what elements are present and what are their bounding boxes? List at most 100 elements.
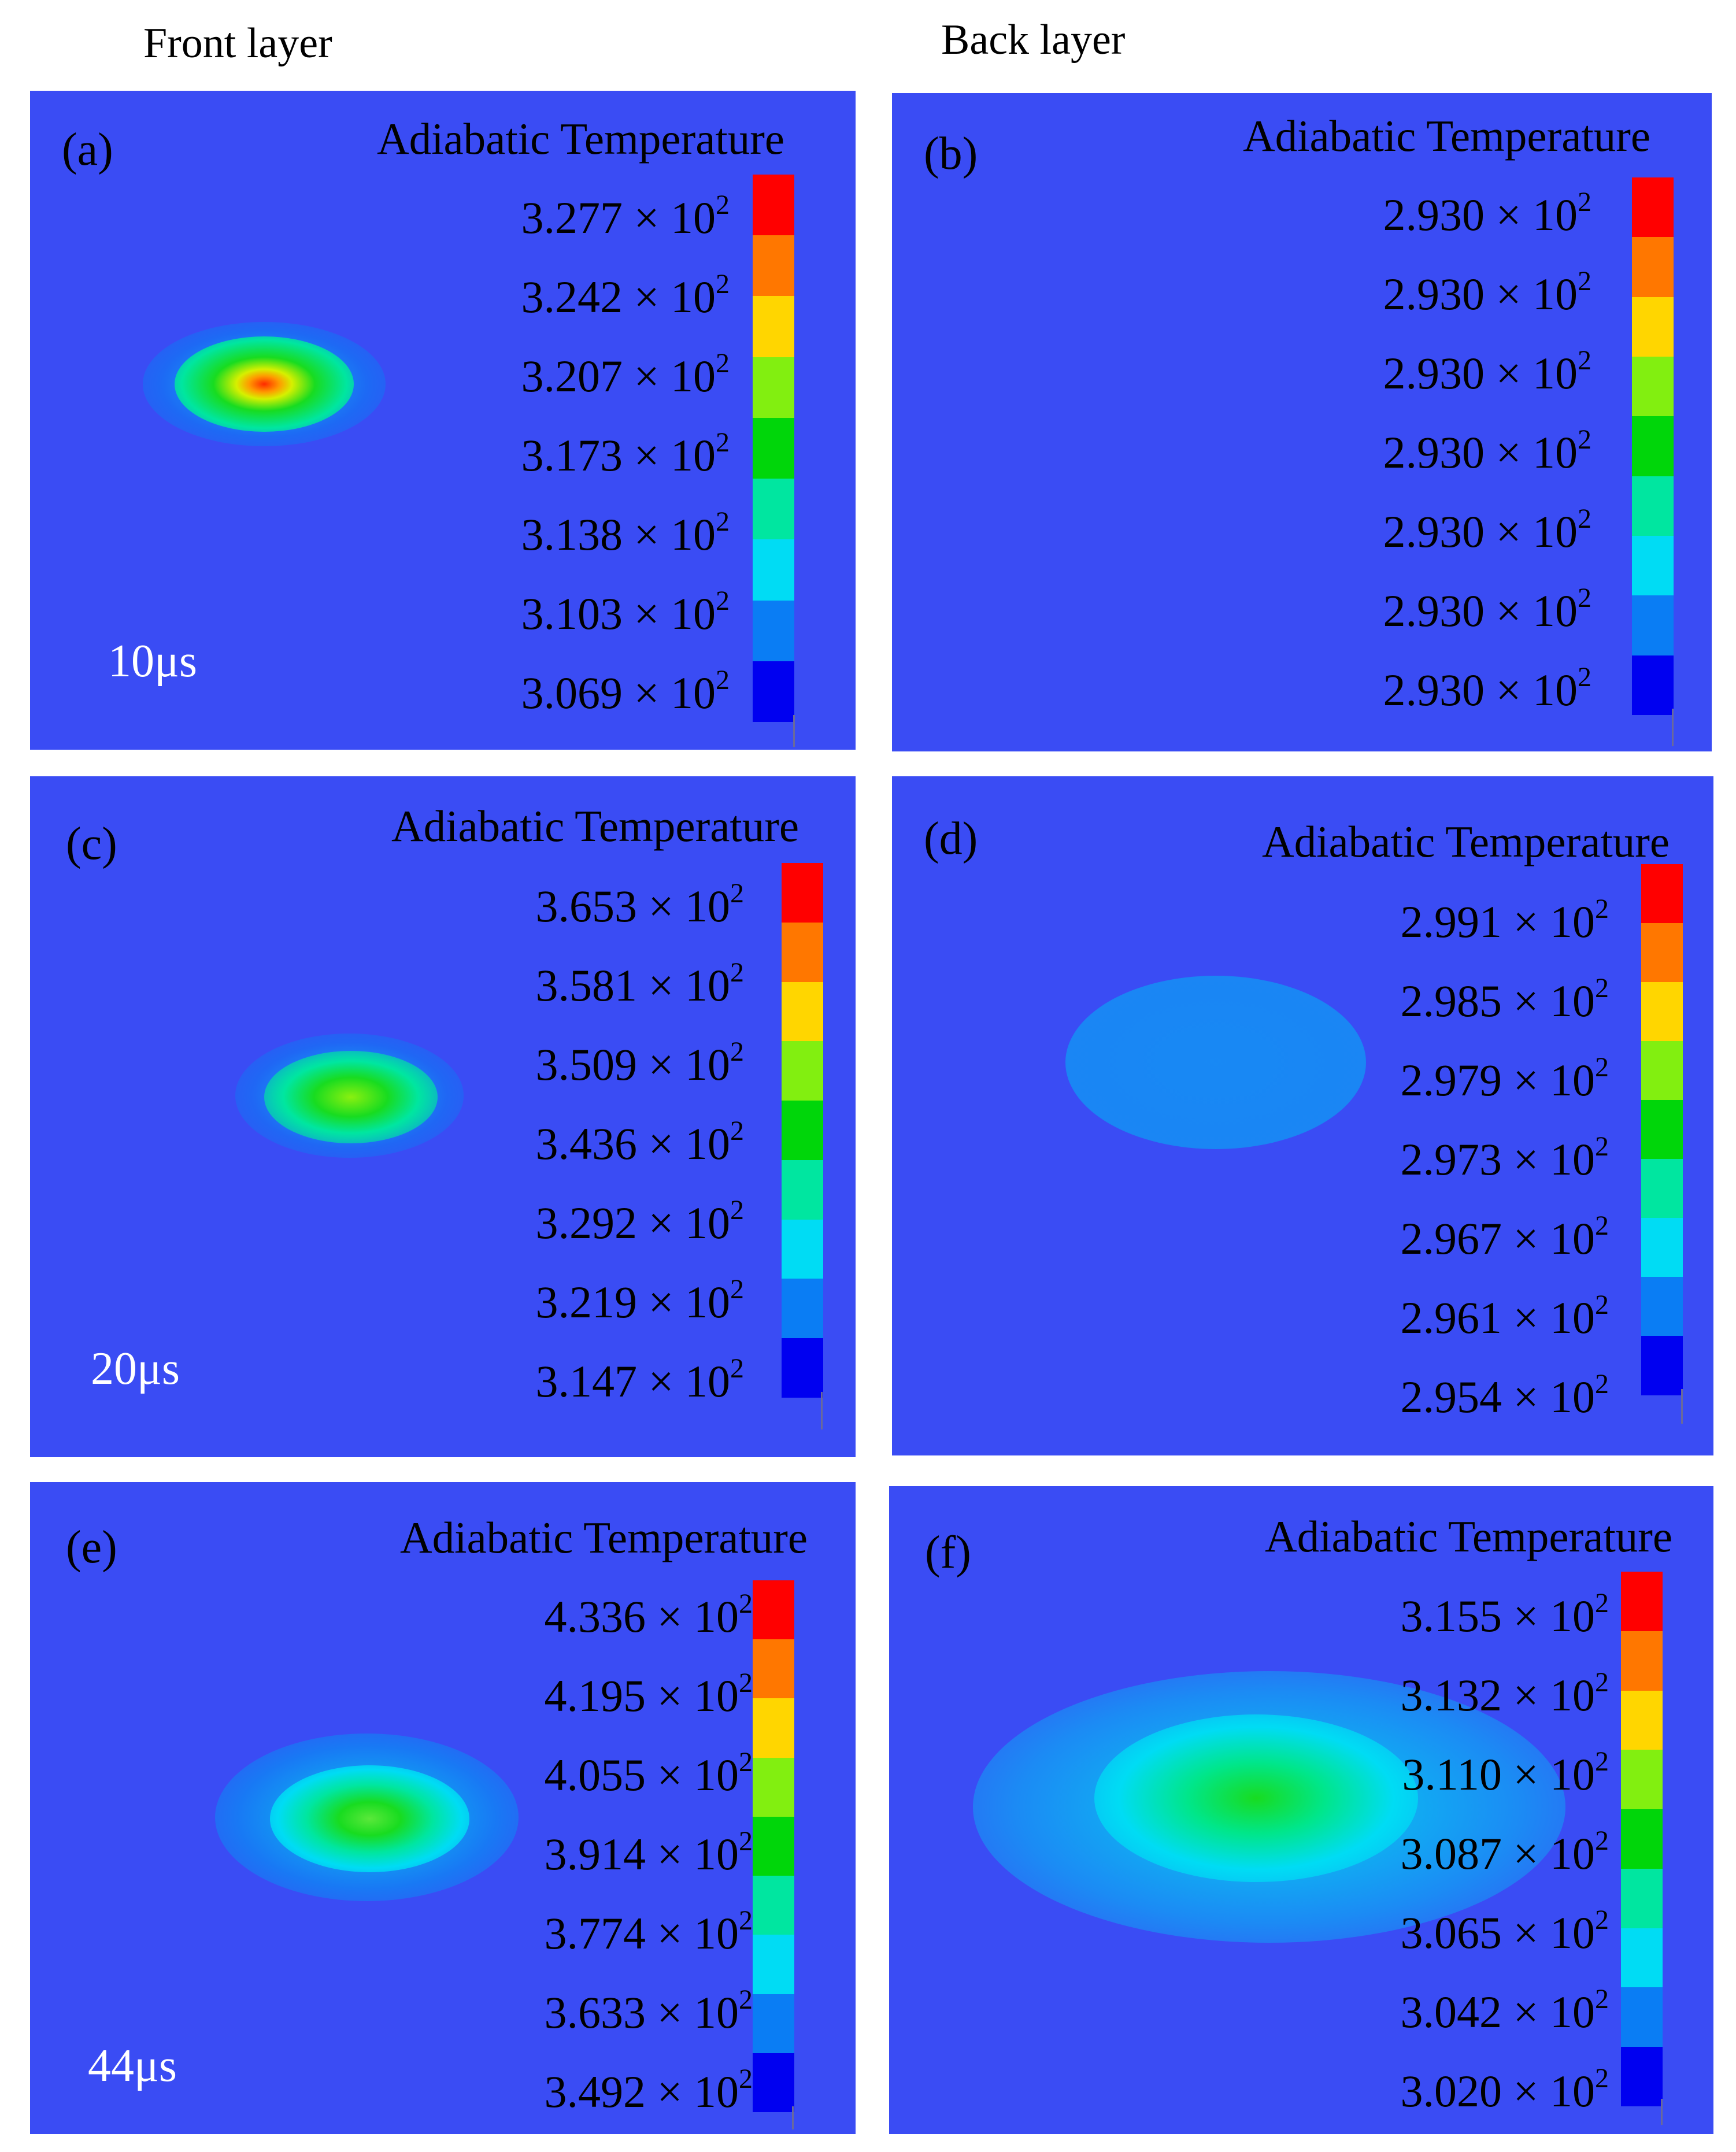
color-bar-swatch — [1641, 1218, 1683, 1277]
legend-title: Adiabatic Temperature — [1243, 111, 1651, 161]
color-bar-swatch — [753, 1580, 794, 1640]
color-bar-swatch — [1641, 1159, 1683, 1218]
tick-label: 4.336 × 102 — [498, 1590, 753, 1639]
color-bar-swatch — [782, 1219, 823, 1279]
color-bar-swatch — [753, 2053, 794, 2113]
tick-value: 2.930 × 10 — [1383, 586, 1578, 636]
tick-label: 3.219 × 102 — [490, 1276, 745, 1325]
color-bar-swatch — [1621, 1750, 1663, 1810]
legend-title: Adiabatic Temperature — [400, 1513, 808, 1562]
color-bar-swatch — [753, 1994, 794, 2054]
tick-label: 2.973 × 102 — [1354, 1133, 1609, 1182]
color-bar-swatch — [753, 600, 794, 662]
color-bar-swatch — [1632, 177, 1674, 238]
tick-exponent: 2 — [1595, 1131, 1609, 1162]
color-bar-swatch — [1621, 1631, 1663, 1691]
tick-value: 3.581 × 10 — [535, 960, 731, 1010]
color-bar-swatch — [782, 1041, 823, 1101]
tick-label: 3.087 × 102 — [1354, 1827, 1609, 1879]
tick-label: 4.055 × 102 — [498, 1749, 753, 1798]
tick-exponent: 2 — [739, 1588, 753, 1619]
color-bar — [1621, 1572, 1663, 2107]
color-bar-swatch — [782, 863, 823, 923]
tick-exponent: 2 — [716, 586, 730, 616]
tick-exponent: 2 — [1595, 1984, 1609, 2014]
time-label: 44μs — [88, 2040, 177, 2091]
color-bar-swatch — [1641, 1336, 1683, 1395]
tick-exponent: 2 — [1595, 894, 1609, 924]
tick-label: 2.930 × 102 — [1337, 505, 1592, 554]
tick-label: 3.110 × 102 — [1354, 1748, 1609, 1797]
legend-title: Adiabatic Temperature — [391, 801, 799, 851]
color-bar — [1632, 177, 1674, 716]
tick-label: 3.069 × 102 — [475, 666, 730, 718]
tick-exponent: 2 — [730, 1036, 744, 1067]
hot-spot-core — [1094, 1714, 1418, 1882]
tick-label: 4.195 × 102 — [498, 1669, 753, 1718]
color-bar-swatch — [1621, 1809, 1663, 1869]
tick-label: 2.954 × 102 — [1354, 1371, 1609, 1420]
tick-label: 3.653 × 102 — [490, 880, 745, 929]
tick-label: 2.985 × 102 — [1354, 975, 1609, 1024]
tick-label: 2.930 × 102 — [1337, 426, 1592, 475]
tick-label: 2.930 × 102 — [1337, 664, 1592, 713]
tick-exponent: 2 — [1578, 662, 1591, 692]
color-bar-swatch — [753, 661, 794, 723]
tick-value: 2.961 × 10 — [1400, 1292, 1596, 1343]
color-bar — [1641, 864, 1683, 1395]
tick-exponent: 2 — [1595, 1369, 1609, 1399]
tick-exponent: 2 — [1595, 1290, 1609, 1320]
color-bar-stem — [793, 715, 795, 747]
color-bar-swatch — [782, 981, 823, 1042]
color-bar-swatch — [782, 1160, 823, 1220]
tick-label: 3.581 × 102 — [490, 959, 745, 1010]
color-bar-stem — [1661, 2099, 1663, 2125]
tick-exponent: 2 — [1578, 583, 1591, 613]
tick-exponent: 2 — [1578, 266, 1591, 297]
tick-label: 2.930 × 102 — [1337, 584, 1592, 636]
tick-exponent: 2 — [1595, 1052, 1609, 1083]
tick-value: 3.087 × 10 — [1400, 1828, 1596, 1879]
tick-exponent: 2 — [1595, 2063, 1609, 2094]
tick-label: 3.132 × 102 — [1354, 1669, 1609, 1718]
tick-exponent: 2 — [1578, 424, 1591, 455]
color-bar-swatch — [753, 1876, 794, 1935]
tick-value: 3.242 × 10 — [521, 272, 716, 322]
tick-label: 3.436 × 102 — [490, 1117, 745, 1166]
color-bar-swatch — [1621, 1928, 1663, 1988]
tick-exponent: 2 — [730, 1274, 744, 1305]
tick-label: 3.147 × 102 — [490, 1355, 745, 1404]
color-bar-swatch — [1641, 923, 1683, 983]
legend-title: Adiabatic Temperature — [1265, 1512, 1673, 1561]
panel-b: (b) Adiabatic Temperature 2.930 × 102 2.9… — [892, 93, 1712, 751]
tick-exponent: 2 — [739, 2064, 753, 2094]
tick-exponent: 2 — [1595, 1746, 1609, 1777]
color-bar-swatch — [1641, 1100, 1683, 1160]
tick-exponent: 2 — [730, 957, 744, 988]
tick-exponent: 2 — [739, 1826, 753, 1857]
tick-label: 3.155 × 102 — [1354, 1590, 1609, 1639]
color-bar-swatch — [1641, 982, 1683, 1042]
tick-exponent: 2 — [730, 1116, 744, 1146]
color-bar-swatch — [753, 539, 794, 601]
color-bar-swatch — [753, 235, 794, 297]
tick-label: 3.914 × 102 — [498, 1828, 753, 1877]
color-bar-stem — [1672, 709, 1674, 746]
tick-exponent: 2 — [716, 269, 730, 299]
hot-spot-core — [264, 1051, 438, 1143]
color-bar-swatch — [1632, 237, 1674, 298]
tick-exponent: 2 — [1578, 503, 1591, 534]
time-label: 10μs — [108, 636, 198, 687]
tick-label: 3.065 × 102 — [1354, 1906, 1609, 1955]
color-bar-swatch — [753, 1757, 794, 1817]
tick-value: 3.020 × 10 — [1400, 2066, 1596, 2116]
panel-a: (a) Adiabatic Temperature 3.277 × 102 3.2… — [30, 91, 856, 750]
tick-exponent: 2 — [1578, 345, 1591, 376]
panel-label: (e) — [66, 1522, 117, 1573]
color-bar-swatch — [1632, 595, 1674, 656]
tick-exponent: 2 — [1595, 1667, 1609, 1698]
color-bar-swatch — [753, 1698, 794, 1758]
tick-exponent: 2 — [716, 427, 730, 458]
tick-value: 3.069 × 10 — [521, 668, 716, 718]
tick-value: 2.991 × 10 — [1400, 897, 1596, 947]
